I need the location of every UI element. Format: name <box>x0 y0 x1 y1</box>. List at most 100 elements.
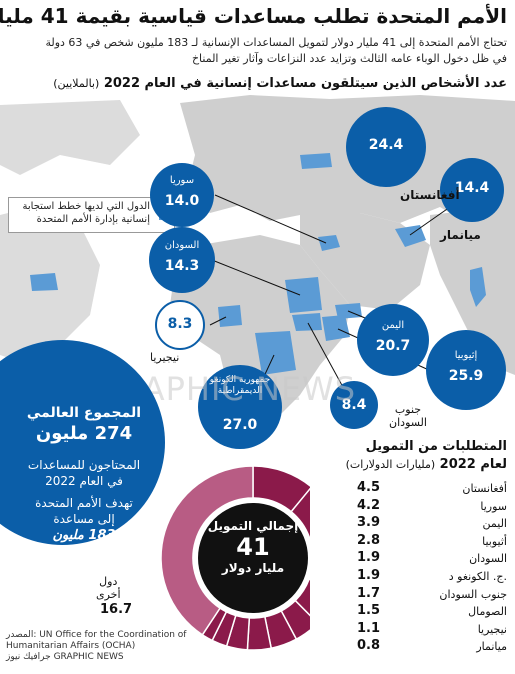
donut-center-line-1: إجمالي التمويل <box>207 519 299 533</box>
funding-row-name: ميانمار <box>476 640 507 654</box>
funding-row-name: سوريا <box>480 499 507 513</box>
land-ethiopia <box>322 315 350 341</box>
map-heading-unit: (بالملايين) <box>53 77 100 90</box>
donut-center-value: 41 <box>236 533 270 561</box>
funding-row-value: 1.1 <box>357 620 381 636</box>
world-map: الدول التي لديها خطط استجابة إنسانية بإد… <box>0 95 515 455</box>
bubble-value-sudan: 14.3 <box>164 258 200 274</box>
label-myanmar: ميانمار <box>440 228 481 242</box>
bubble-value-ethiopia: 25.9 <box>448 368 484 384</box>
donut-slice-2 <box>290 487 310 543</box>
funding-row-value: 0.8 <box>357 638 381 654</box>
bubble-name-yemen: اليمن <box>381 320 405 331</box>
funding-row-value: 1.9 <box>357 568 381 583</box>
bubble-myanmar <box>440 158 504 222</box>
donut-center: إجمالي التمويل 41 مليار دولار <box>198 503 308 613</box>
funding-row: 2.8 أثيوبيا <box>357 533 507 551</box>
funding-row-name: جنوب السودان <box>439 587 507 601</box>
global-desc-2: في العام 2022 <box>45 474 123 488</box>
donut-slice-11 <box>160 465 254 636</box>
land-sudan <box>285 277 322 313</box>
subtitle-line-1: تحتاج الأمم المتحدة إلى 41 مليار دولار ل… <box>45 36 507 49</box>
bubble-name-ethiopia: إثيوبيا <box>454 350 478 361</box>
funding-row: 4.2 سوريا <box>357 498 507 516</box>
funding-row-value: 1.9 <box>357 550 381 566</box>
donut-center-line-2: مليار دولار <box>221 561 285 575</box>
bubble-value-south-sudan: 8.4 <box>341 397 367 413</box>
funding-title-line-1: المتطلبات من التمويل <box>365 439 507 454</box>
other-countries-value: 16.7 <box>100 602 133 617</box>
bubble-south-sudan <box>330 381 378 429</box>
funding-row-name: السودان <box>469 552 507 566</box>
bubbles-layer <box>149 107 506 449</box>
funding-row: 1.9 ج. الكونغو د. <box>357 568 507 586</box>
funding-row-name: نيجيريا <box>477 622 507 636</box>
funding-row-value: 2.8 <box>357 532 381 548</box>
funding-row: 1.7 جنوب السودان <box>357 586 507 604</box>
bubble-nigeria <box>155 300 205 350</box>
global-desc-1: المحتاجون للمساعدات <box>27 458 141 472</box>
bubble-value-nigeria: 8.3 <box>167 316 193 332</box>
other-countries-label: دول أخرى <box>96 575 121 601</box>
funding-row-value: 3.9 <box>357 515 381 531</box>
global-target-1: تهدف الأمم المتحدة <box>35 496 133 510</box>
source-line-3: جرافيك نيوز GRAPHIC NEWS <box>6 652 124 662</box>
land-south-sudan <box>292 313 322 331</box>
land-drc <box>255 331 296 375</box>
funding-row-value: 4.2 <box>357 497 381 513</box>
funding-row-value: 1.5 <box>357 603 381 619</box>
funding-row-name: ج. الكونغو د. <box>448 570 507 583</box>
map-legend: الدول التي لديها خطط استجابة إنسانية بإد… <box>8 197 175 233</box>
funding-row: 1.9 السودان <box>357 550 507 568</box>
land-northwest <box>0 100 140 175</box>
map-shapes <box>0 95 515 425</box>
other-line-1: دول <box>99 575 118 588</box>
bubble-value-myanmar: 14.4 <box>454 180 490 196</box>
bubble-name-syria: سوريا <box>169 175 195 186</box>
funding-title-line-2-wrap: لعام 2022 (مليارات الدولارات) <box>346 456 507 474</box>
funding-row-name: أثيوبيا <box>482 534 507 548</box>
subtitle-line-2: في ظل دخول الوباء عامه الثالث وتزايد عدد… <box>191 52 507 65</box>
funding-row: 1.1 نيجيريا <box>357 621 507 639</box>
land-afghanistan <box>395 225 426 247</box>
bubble-name-sudan: السودان <box>164 240 200 251</box>
bubble-sudan <box>149 227 215 293</box>
bubble-name-drc: جمهورية الكونغو الديمقراطية <box>209 375 271 396</box>
page-title: الأمم المتحدة تطلب مساعدات قياسية بقيمة … <box>0 4 507 28</box>
source-line-2: Humanitarian Affairs (OCHA) <box>6 641 136 651</box>
global-total-circle <box>0 340 165 545</box>
land-ukraine <box>300 153 332 169</box>
land-myanmar <box>470 267 486 307</box>
funding-row: 0.8 ميانمار <box>357 638 507 656</box>
global-target-4: شخص <box>67 545 101 559</box>
funding-row: 4.5 أفغانستان <box>357 480 507 498</box>
map-heading: عدد الأشخاص الذين سيتلقون مساعدات إنساني… <box>53 76 507 91</box>
funding-row-value: 1.7 <box>357 585 381 601</box>
label-south-sudan: جنوب السودان <box>389 403 427 429</box>
bubble-value-syria: 14.0 <box>164 193 200 209</box>
label-nigeria: نيجيريا <box>150 351 180 364</box>
land-europe <box>180 95 515 225</box>
global-total: 274 مليون <box>35 423 133 444</box>
land-nigeria <box>218 305 242 327</box>
bubble-value-afghanistan: 24.4 <box>368 137 404 153</box>
other-line-2: أخرى <box>96 588 121 601</box>
funding-row-name: أفغانستان <box>462 482 507 495</box>
funding-donut <box>160 465 310 651</box>
label-afghanistan: أفغانستان <box>400 188 460 202</box>
legend-text: الدول التي لديها خطط استجابة إنسانية بإد… <box>22 201 151 225</box>
funding-row-value: 4.5 <box>357 480 381 495</box>
land-syria <box>318 235 340 251</box>
source-note: المصدر: UN Office for the Coordination o… <box>6 630 206 663</box>
global-heading: المجموع العالمي <box>26 405 142 421</box>
funding-row-name: اليمن <box>482 517 507 531</box>
funding-row: 1.5 الصومال <box>357 603 507 621</box>
global-target-3: 183 مليون <box>52 528 116 543</box>
source-line-1: المصدر: UN Office for the Coordination o… <box>6 630 187 640</box>
funding-unit: (مليارات الدولارات) <box>345 458 436 471</box>
bubble-value-yemen: 20.7 <box>375 338 411 354</box>
bubble-yemen <box>357 304 429 376</box>
bubble-afghanistan <box>346 107 426 187</box>
bubble-drc <box>198 365 282 449</box>
